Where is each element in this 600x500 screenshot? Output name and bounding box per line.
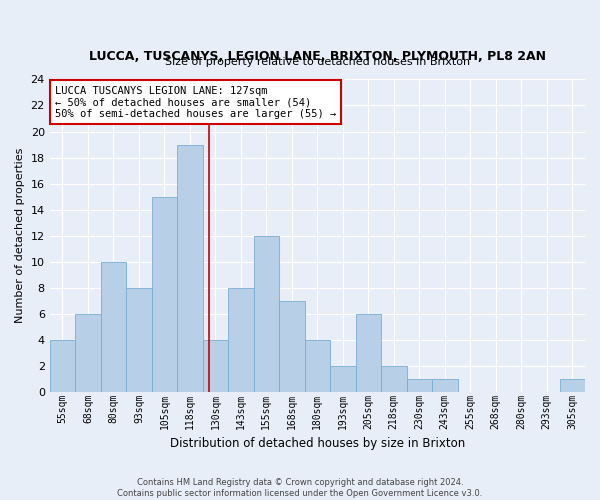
- Bar: [381, 366, 407, 392]
- Bar: [560, 379, 585, 392]
- Bar: [50, 340, 75, 392]
- Bar: [330, 366, 356, 392]
- Bar: [126, 288, 152, 392]
- Bar: [407, 379, 432, 392]
- Title: LUCCA, TUSCANYS, LEGION LANE, BRIXTON, PLYMOUTH, PL8 2AN: LUCCA, TUSCANYS, LEGION LANE, BRIXTON, P…: [89, 50, 546, 63]
- Bar: [305, 340, 330, 392]
- Bar: [356, 314, 381, 392]
- Bar: [203, 340, 228, 392]
- Bar: [75, 314, 101, 392]
- Bar: [254, 236, 279, 392]
- Bar: [152, 196, 177, 392]
- Bar: [279, 301, 305, 392]
- Text: LUCCA TUSCANYS LEGION LANE: 127sqm
← 50% of detached houses are smaller (54)
50%: LUCCA TUSCANYS LEGION LANE: 127sqm ← 50%…: [55, 86, 336, 119]
- Bar: [101, 262, 126, 392]
- Text: Size of property relative to detached houses in Brixton: Size of property relative to detached ho…: [165, 57, 470, 67]
- Text: Contains HM Land Registry data © Crown copyright and database right 2024.
Contai: Contains HM Land Registry data © Crown c…: [118, 478, 482, 498]
- Bar: [432, 379, 458, 392]
- Y-axis label: Number of detached properties: Number of detached properties: [15, 148, 25, 324]
- Bar: [228, 288, 254, 392]
- Bar: [177, 144, 203, 392]
- X-axis label: Distribution of detached houses by size in Brixton: Distribution of detached houses by size …: [170, 437, 465, 450]
